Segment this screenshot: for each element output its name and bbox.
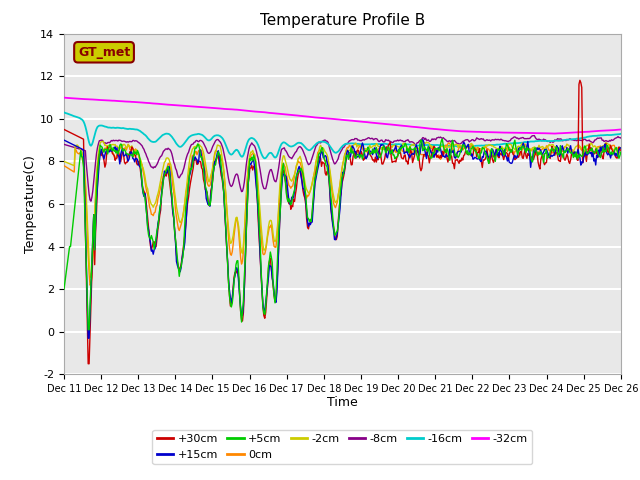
- X-axis label: Time: Time: [327, 396, 358, 408]
- Title: Temperature Profile B: Temperature Profile B: [260, 13, 425, 28]
- Y-axis label: Temperature(C): Temperature(C): [24, 155, 37, 253]
- Legend: +30cm, +15cm, +5cm, 0cm, -2cm, -8cm, -16cm, -32cm: +30cm, +15cm, +5cm, 0cm, -2cm, -8cm, -16…: [152, 430, 532, 464]
- Text: GT_met: GT_met: [78, 46, 130, 59]
